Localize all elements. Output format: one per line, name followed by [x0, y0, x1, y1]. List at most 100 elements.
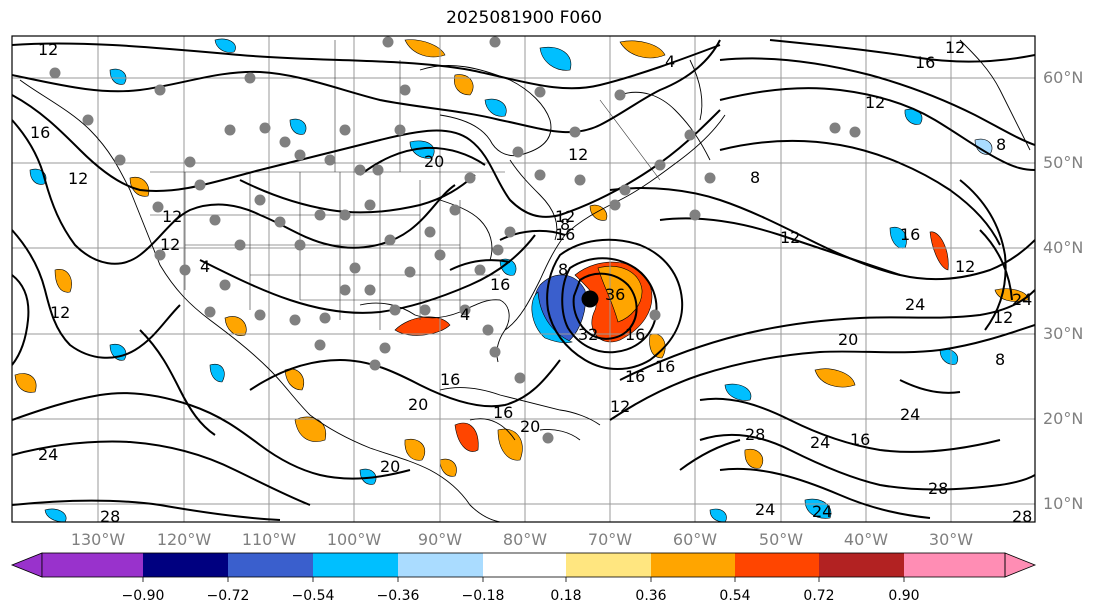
lat-label: 40°N	[1043, 238, 1083, 257]
lon-label: 40°W	[844, 530, 888, 549]
lat-label: 20°N	[1043, 409, 1083, 428]
contour-label: 24	[810, 433, 830, 452]
contour-label: 20	[380, 457, 400, 476]
colorbar-tick: 0.90	[888, 588, 919, 604]
lon-label: 80°W	[503, 530, 547, 549]
lat-label: 10°N	[1043, 494, 1083, 513]
contour-label: 12	[50, 303, 70, 322]
colorbar-tick: −0.36	[377, 588, 420, 604]
contour-label: 28	[100, 507, 120, 526]
contour-label: 12	[945, 38, 965, 57]
colorbar-tick: 0.18	[550, 588, 581, 604]
contour-label: 16	[915, 53, 935, 72]
contour-label: 32	[578, 325, 598, 344]
colorbar-tick: −0.18	[462, 588, 505, 604]
contour-label: 8	[996, 135, 1006, 154]
colorbar-segment	[651, 553, 735, 577]
longitude-labels: 130°W 120°W 110°W 100°W 90°W 80°W 70°W 6…	[71, 530, 973, 549]
colorbar-segment	[313, 553, 398, 577]
contour-label: 36	[605, 285, 625, 304]
colorbar-segment	[904, 553, 1005, 577]
contour-label: 12	[162, 207, 182, 226]
contour-label: 16	[493, 403, 513, 422]
contour-lines	[12, 39, 1035, 521]
colorbar-tick: 0.54	[719, 588, 750, 604]
contour-label: 16	[30, 123, 50, 142]
contour-label: 28	[928, 479, 948, 498]
lat-label: 60°N	[1043, 68, 1083, 87]
contour-label: 28	[1012, 507, 1032, 526]
map-frame	[11, 35, 1036, 523]
contour-label: 12	[555, 207, 575, 226]
lon-label: 120°W	[157, 530, 212, 549]
contour-label: 20	[838, 330, 858, 349]
contour-label: 8	[560, 215, 570, 234]
contour-label: 24	[38, 445, 58, 464]
colorbar-tick: −0.72	[207, 588, 250, 604]
lon-label: 70°W	[588, 530, 632, 549]
contour-label: 20	[520, 417, 540, 436]
contour-label: 12	[38, 40, 58, 59]
contour-label: 16	[900, 225, 920, 244]
contour-label: 12	[568, 145, 588, 164]
shaded-positive-areas	[14, 39, 1029, 477]
colorbar-extend-low	[10, 552, 43, 578]
lon-label: 30°W	[929, 530, 973, 549]
contour-label: 20	[408, 395, 428, 414]
lon-label: 90°W	[418, 530, 462, 549]
colorbar-segment	[398, 553, 483, 577]
colorbar-segment	[566, 553, 651, 577]
contour-label: 24	[1012, 290, 1032, 309]
lat-label: 50°N	[1043, 153, 1083, 172]
colorbar-tick: −0.54	[292, 588, 335, 604]
contour-label: 16	[440, 370, 460, 389]
colorbar-segment	[42, 553, 143, 577]
contour-label: 16	[850, 430, 870, 449]
contour-label: 24	[812, 502, 832, 521]
colorbar-tick: −0.90	[122, 588, 165, 604]
lon-label: 130°W	[71, 530, 126, 549]
map-title: 2025081900 F060	[446, 8, 602, 28]
contour-labels: 12 16 12 12 4 16 12 20 12 8 12 8 16 12 4…	[30, 38, 1032, 526]
contour-label: 8	[558, 260, 568, 279]
colorbar-segment	[819, 553, 904, 577]
contour-label: 12	[160, 235, 180, 254]
lon-label: 110°W	[242, 530, 297, 549]
latitude-labels: 60°N 50°N 40°N 30°N 20°N 10°N	[1043, 68, 1083, 513]
lon-label: 50°W	[759, 530, 803, 549]
colorbar-tick: 0.72	[803, 588, 834, 604]
map-area	[12, 36, 1035, 522]
contour-label: 24	[900, 405, 920, 424]
contour-label: 16	[555, 225, 575, 244]
contour-label: 16	[625, 367, 645, 386]
colorbar-segment	[735, 553, 819, 577]
colorbar-tick: 0.36	[635, 588, 666, 604]
lat-label: 30°N	[1043, 324, 1083, 343]
contour-label: 12	[865, 93, 885, 112]
lon-label: 100°W	[327, 530, 382, 549]
political-borders	[150, 40, 661, 330]
colorbar: −0.90 −0.72 −0.54 −0.36 −0.18 0.18 0.36 …	[10, 552, 1037, 604]
contour-label: 12	[955, 257, 975, 276]
contour-label: 16	[625, 325, 645, 344]
contour-label: 8	[750, 168, 760, 187]
contour-label: 4	[665, 52, 675, 71]
colorbar-extend-high	[1004, 552, 1037, 578]
contour-label: 16	[655, 357, 675, 376]
contour-label: 8	[995, 350, 1005, 369]
contour-label: 4	[200, 257, 210, 276]
colorbar-segment	[483, 553, 566, 577]
black-dot-icon	[581, 290, 599, 308]
colorbar-segment	[143, 553, 228, 577]
contour-label: 12	[780, 228, 800, 247]
lon-label: 60°W	[673, 530, 717, 549]
contour-label: 28	[745, 425, 765, 444]
colorbar-segment	[228, 553, 313, 577]
contour-label: 12	[610, 397, 630, 416]
contour-label: 12	[993, 308, 1013, 327]
station-markers	[49, 36, 861, 444]
contour-label: 24	[755, 500, 775, 519]
contour-label: 20	[424, 152, 444, 171]
contour-label: 16	[490, 275, 510, 294]
